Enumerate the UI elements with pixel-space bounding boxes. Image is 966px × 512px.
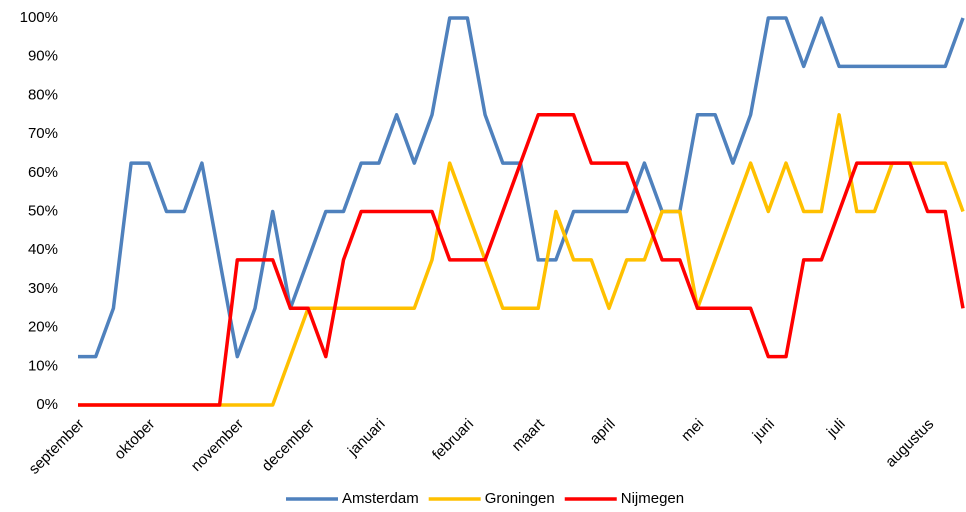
legend-label: Groningen (485, 490, 555, 507)
y-tick-label: 60% (28, 164, 58, 181)
x-tick-label: mei (678, 416, 707, 445)
x-tick-label: januari (344, 416, 389, 461)
x-tick-label: december (259, 416, 318, 475)
x-tick-label: augustus (882, 416, 937, 471)
y-tick-label: 80% (28, 86, 58, 103)
y-tick-label: 70% (28, 125, 58, 142)
x-tick-label: september (25, 416, 87, 478)
x-tick-label: juni (749, 416, 778, 445)
y-tick-label: 0% (36, 396, 58, 413)
y-tick-label: 20% (28, 319, 58, 336)
x-tick-label: april (587, 416, 619, 448)
y-tick-label: 100% (20, 9, 58, 26)
y-tick-label: 10% (28, 357, 58, 374)
series-line (78, 113, 965, 407)
y-tick-label: 90% (28, 48, 58, 65)
y-tick-label: 50% (28, 202, 58, 219)
y-tick-label: 40% (28, 241, 58, 258)
x-tick-label: februari (429, 416, 477, 464)
x-tick-label: november (188, 416, 247, 475)
x-tick-label: maart (509, 415, 549, 455)
series-line (78, 113, 965, 407)
x-tick-label: juli (823, 416, 849, 442)
legend-label: Amsterdam (342, 490, 419, 507)
series-line (78, 16, 965, 359)
legend-label: Nijmegen (621, 490, 684, 507)
y-tick-label: 30% (28, 280, 58, 297)
x-tick-label: oktober (111, 416, 158, 463)
